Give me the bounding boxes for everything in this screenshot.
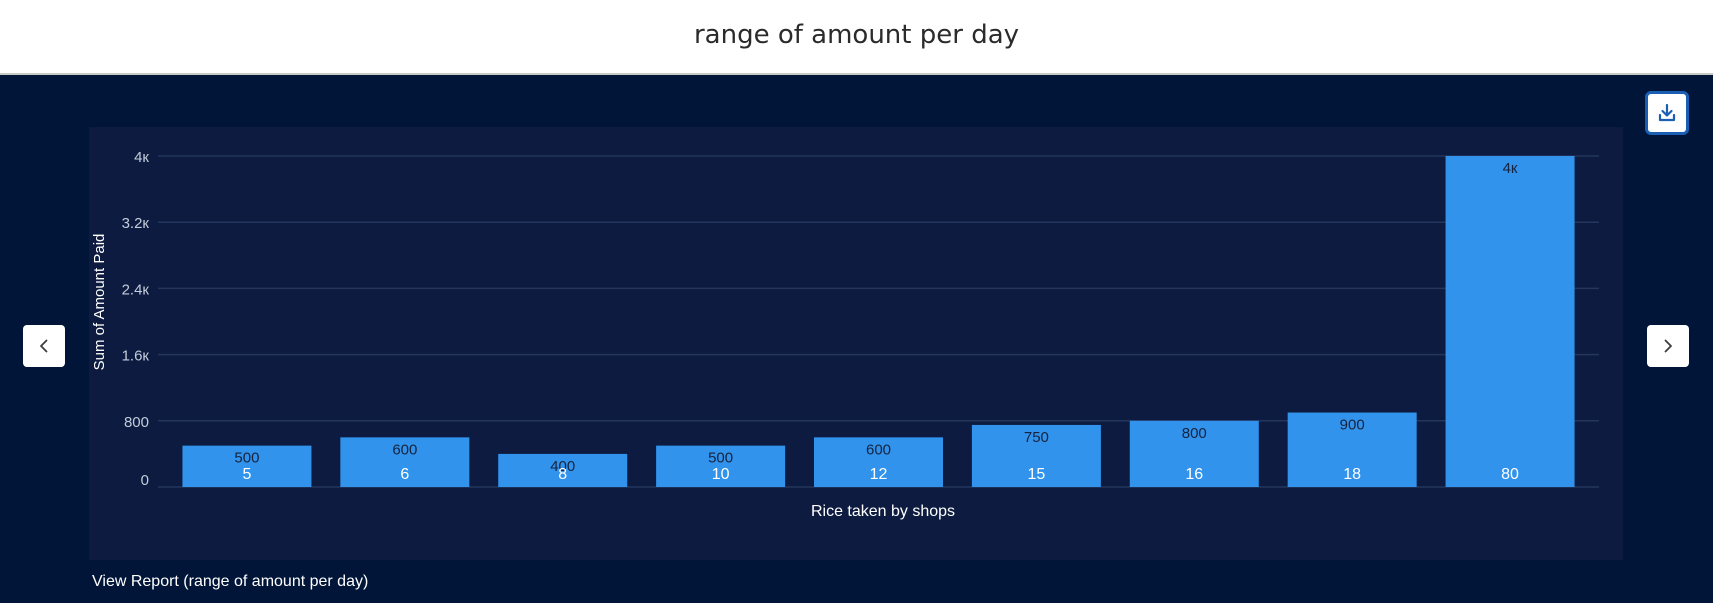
x-tick-label: 12 bbox=[870, 466, 888, 483]
download-button[interactable] bbox=[1645, 91, 1689, 135]
x-axis-ticks: 5 6 8 10 12 15 16 18 80 bbox=[242, 466, 1519, 483]
x-tick-label: 5 bbox=[242, 466, 251, 483]
x-tick-label: 16 bbox=[1185, 466, 1203, 483]
x-tick-label: 80 bbox=[1501, 466, 1519, 483]
y-axis-ticks: 0 800 1.6к 2.4к 3.2к 4к bbox=[122, 149, 150, 489]
data-label: 800 bbox=[1182, 425, 1207, 442]
y-tick-label: 2.4к bbox=[122, 281, 150, 298]
dashboard-content: 0 800 1.6к 2.4к 3.2к 4к 500 600 400 500 600 750 800… bbox=[0, 75, 1713, 603]
y-tick-label: 4к bbox=[134, 149, 149, 166]
bar[interactable] bbox=[971, 424, 1101, 487]
data-label: 500 bbox=[234, 450, 259, 467]
y-tick-label: 1.6к bbox=[122, 348, 150, 365]
bar[interactable] bbox=[1129, 420, 1259, 487]
x-axis-title: Rice taken by shops bbox=[811, 503, 955, 520]
bar[interactable] bbox=[182, 445, 312, 487]
data-label: 600 bbox=[392, 441, 417, 458]
x-tick-label: 6 bbox=[400, 466, 409, 483]
data-label: 500 bbox=[708, 450, 733, 467]
download-icon bbox=[1658, 103, 1676, 122]
data-label: 400 bbox=[550, 458, 575, 475]
bar[interactable] bbox=[656, 445, 786, 487]
bar[interactable] bbox=[814, 437, 943, 487]
data-label: 900 bbox=[1340, 417, 1365, 434]
chevron-right-icon bbox=[1664, 339, 1672, 353]
x-tick-label: 15 bbox=[1027, 466, 1045, 483]
previous-chart-button[interactable] bbox=[23, 325, 65, 367]
chevron-left-icon bbox=[40, 339, 48, 353]
data-label: 600 bbox=[866, 441, 891, 458]
y-tick-label: 0 bbox=[141, 472, 149, 489]
bar[interactable] bbox=[1445, 156, 1575, 487]
view-report-link[interactable]: View Report (range of amount per day) bbox=[92, 573, 369, 590]
x-tick-label: 18 bbox=[1343, 466, 1361, 483]
header: range of amount per day bbox=[0, 0, 1713, 75]
bar[interactable] bbox=[340, 437, 470, 487]
bar[interactable] bbox=[1287, 412, 1417, 487]
y-axis-title: Sum of Amount Paid bbox=[91, 234, 108, 371]
bar[interactable] bbox=[498, 453, 628, 487]
chart-panel: 0 800 1.6к 2.4к 3.2к 4к 500 600 400 500 600 750 800… bbox=[89, 127, 1623, 560]
bars: 500 600 400 500 600 750 800 900 4к bbox=[182, 156, 1575, 487]
x-tick-label: 8 bbox=[558, 466, 567, 483]
data-label: 4к bbox=[1503, 160, 1518, 177]
next-chart-button[interactable] bbox=[1647, 325, 1689, 367]
x-tick-label: 10 bbox=[712, 466, 730, 483]
page-title: range of amount per day bbox=[693, 20, 1020, 50]
data-label: 750 bbox=[1024, 429, 1049, 446]
y-tick-label: 3.2к bbox=[122, 215, 150, 232]
y-tick-label: 800 bbox=[124, 414, 149, 431]
